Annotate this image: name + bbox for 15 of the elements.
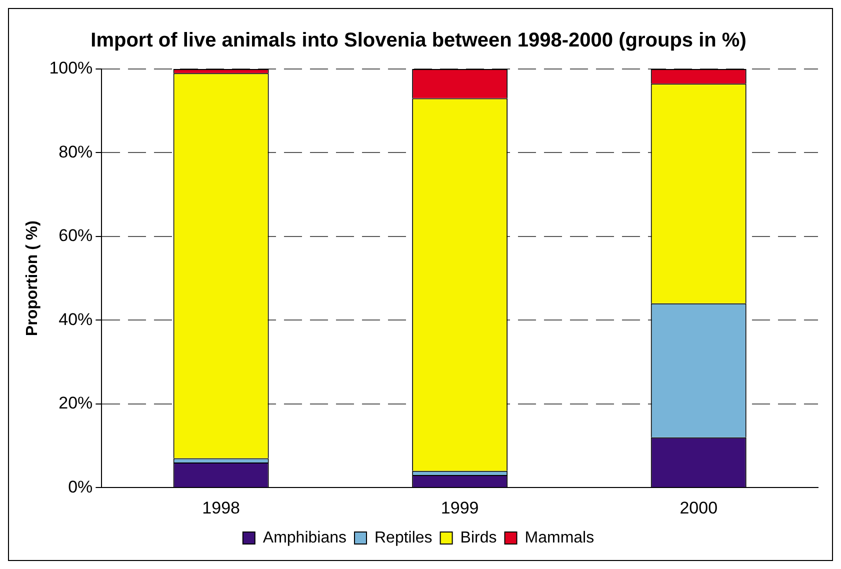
legend-label: Birds — [460, 529, 497, 546]
y-tick-label: 20% — [58, 394, 93, 413]
y-tick-label: 40% — [58, 310, 93, 329]
y-tick-label: 0% — [68, 477, 93, 496]
x-tick-label: 1998 — [202, 498, 240, 518]
x-tick-label: 1999 — [440, 498, 479, 518]
legend-label: Mammals — [524, 529, 594, 546]
y-axis-title: Proportion ( %) — [24, 220, 42, 336]
y-tick-label: 100% — [49, 58, 93, 78]
legend-label: Reptiles — [374, 529, 432, 546]
y-tick-label: 60% — [58, 226, 93, 246]
x-tick-label: 2000 — [680, 498, 718, 518]
y-tick-label: 80% — [58, 142, 93, 162]
legend-label: Amphibians — [262, 529, 347, 546]
chart-title: Import of live animals into Slovenia between 1998-2000 (groups in %) — [90, 30, 746, 52]
